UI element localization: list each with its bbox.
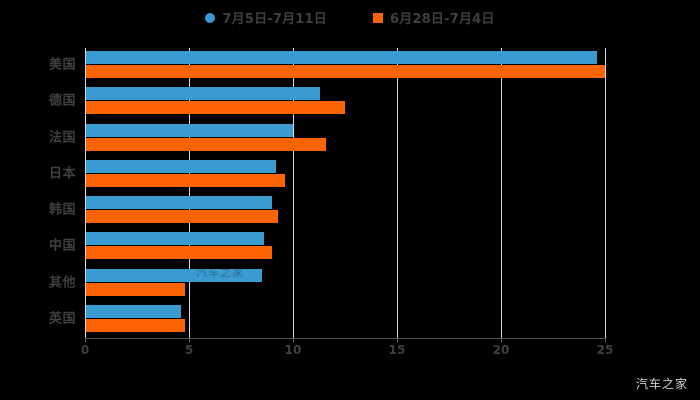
bar[interactable] (85, 137, 327, 151)
gridlines (85, 48, 606, 338)
y-axis-label: 英国 (48, 311, 76, 327)
bar[interactable] (85, 246, 273, 260)
y-axis-label: 其他 (48, 275, 76, 291)
gridline (189, 48, 190, 338)
y-axis-label: 德国 (48, 93, 76, 109)
x-axis-tick-label: 5 (184, 343, 194, 357)
bar-rows (85, 48, 605, 338)
chart-legend: 7月5日-7月11日 6月28日-7月4日 (0, 8, 700, 27)
bar[interactable] (85, 304, 181, 318)
gridline (397, 48, 398, 338)
x-axis-tick-mark (397, 338, 398, 342)
square-marker-icon (373, 12, 383, 23)
circle-marker-icon (205, 12, 216, 23)
plot-area (85, 48, 606, 338)
legend-label-series-2: 6月28日-7月4日 (390, 12, 495, 27)
y-axis-label: 日本 (48, 166, 76, 182)
x-axis-tick-label: 15 (388, 343, 406, 357)
bar[interactable] (85, 318, 185, 332)
bar[interactable] (85, 282, 185, 296)
y-axis-label: 中国 (48, 238, 76, 254)
bar-group (85, 266, 605, 302)
x-axis-tick-label: 0 (80, 343, 90, 357)
bar[interactable] (85, 65, 605, 78)
bar-group (85, 84, 605, 120)
bar[interactable] (85, 123, 293, 137)
x-axis-tick-label: 25 (596, 343, 614, 357)
legend-item-series-2[interactable]: 6月28日-7月4日 (373, 8, 495, 27)
corner-watermark: 汽车之家 (635, 377, 688, 391)
bar[interactable] (85, 268, 262, 282)
bar[interactable] (85, 51, 597, 64)
bar[interactable] (85, 87, 321, 101)
y-axis-label: 美国 (48, 57, 76, 73)
bar-group (85, 302, 605, 338)
bar-group (85, 157, 605, 193)
bar[interactable] (85, 101, 345, 115)
y-axis-label: 法国 (48, 130, 76, 146)
x-axis-tick-mark (293, 338, 294, 342)
bar-group (85, 121, 605, 157)
x-axis-tick-mark (189, 338, 190, 342)
bar-group (85, 48, 605, 84)
bar-group (85, 193, 605, 229)
bar[interactable] (85, 196, 273, 209)
y-axis-line (85, 48, 86, 338)
bar[interactable] (85, 159, 277, 173)
y-axis-labels: 美国德国法国日本韩国中国其他英国 (0, 48, 76, 338)
x-axis-tick-label: 20 (492, 343, 510, 357)
bar[interactable] (85, 232, 264, 246)
x-axis-tick-mark (501, 338, 502, 342)
inline-watermark: 汽车之家 (196, 266, 244, 279)
gridline (501, 48, 502, 338)
y-axis-label: 韩国 (48, 202, 76, 218)
x-axis-ticks: 0 5 10 15 20 25 (0, 338, 700, 362)
x-axis-tick-mark (605, 338, 606, 342)
bar[interactable] (85, 210, 279, 223)
bar-group (85, 229, 605, 265)
x-axis-line (85, 338, 606, 339)
bar[interactable] (85, 173, 285, 187)
gridline (605, 48, 606, 338)
x-axis-tick-label: 10 (284, 343, 302, 357)
legend-label-series-1: 7月5日-7月11日 (222, 12, 327, 27)
x-axis-tick-mark (85, 338, 86, 342)
legend-item-series-1[interactable]: 7月5日-7月11日 (205, 8, 327, 27)
gridline (293, 48, 294, 338)
